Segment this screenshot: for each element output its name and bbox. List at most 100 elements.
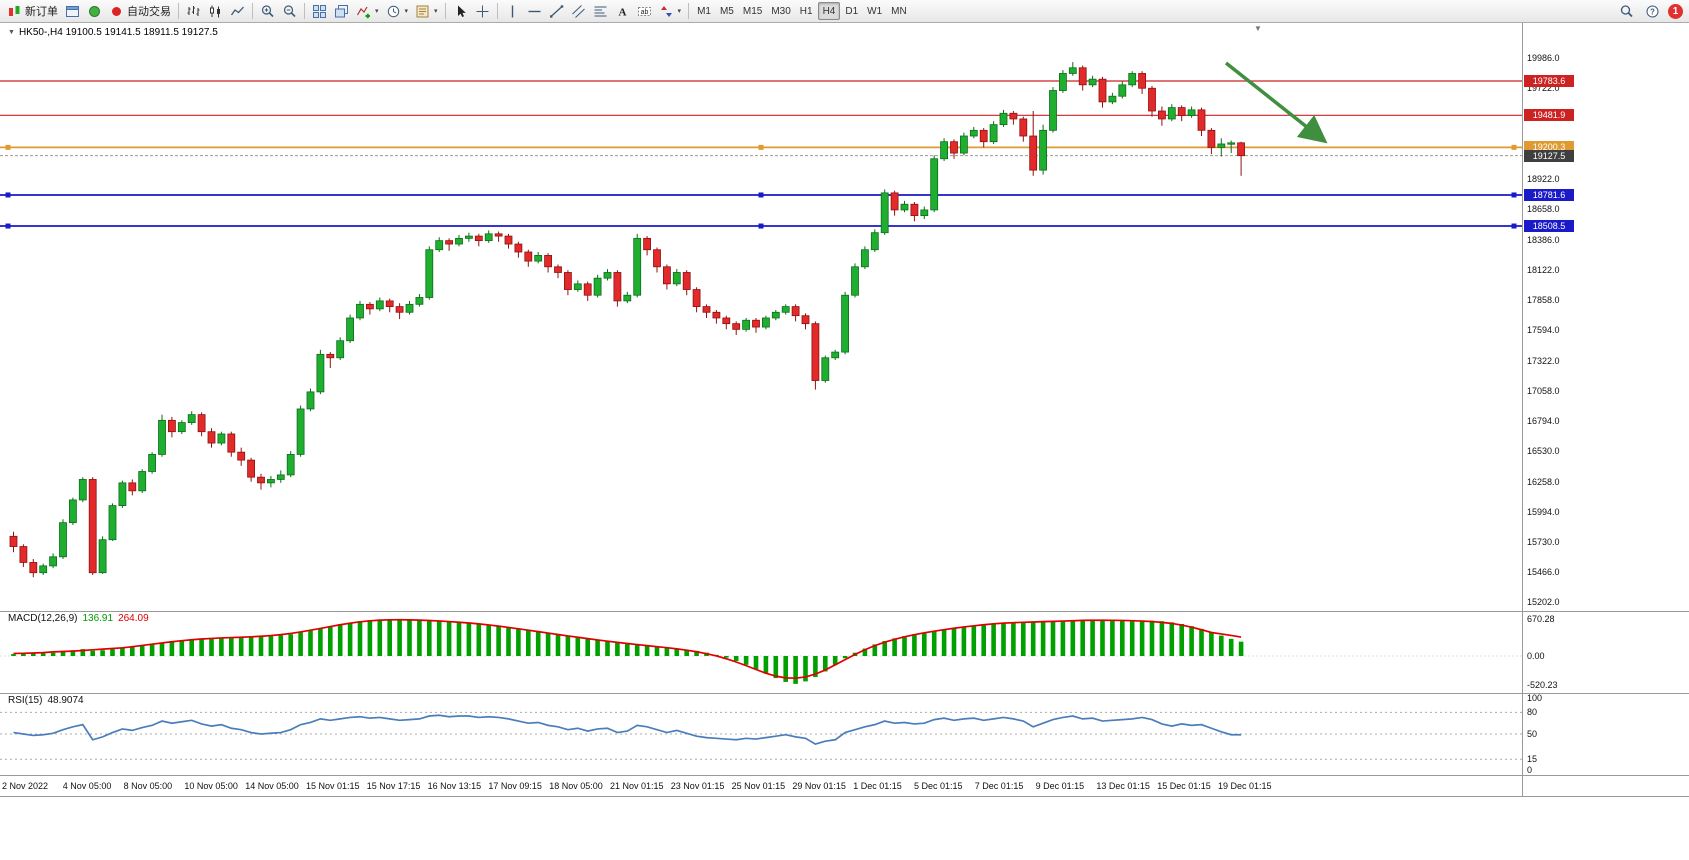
cascade-windows-icon [335,4,348,17]
panel-divider[interactable] [0,693,1689,694]
price-axis-label: 15730.0 [1527,536,1560,547]
toolbar: 新订单 自动交易 [0,0,1689,23]
price-line-badge: 19783.6 [1524,75,1574,88]
timeframe-h1-button[interactable]: H1 [796,2,817,20]
macd-panel-canvas[interactable] [0,612,1522,693]
line-chart-button[interactable] [227,1,248,21]
price-axis-label: 18386.0 [1527,234,1560,245]
toolbar-separator [444,3,446,19]
price-line-badge: 18781.6 [1524,188,1574,201]
toolbar-separator [252,3,253,19]
toolbar-separator [178,3,179,19]
price-axis-label: 16794.0 [1527,415,1560,426]
bar-chart-button[interactable] [183,1,204,21]
channel-button[interactable] [568,1,589,21]
timeframe-mn-button[interactable]: MN [887,2,911,20]
cursor-button[interactable] [450,1,471,21]
cascade-windows-button[interactable] [331,1,352,21]
text-icon: A [618,6,626,18]
text-button[interactable]: A [612,1,633,21]
macd-axis-label: -520.23 [1527,679,1558,690]
timeframe-m15-button[interactable]: M15 [739,2,766,20]
candlestick-chart-button[interactable] [205,1,226,21]
timeframe-d1-button[interactable]: D1 [841,2,862,20]
help-icon: ? [1646,5,1659,17]
horizontal-line-button[interactable] [524,1,545,21]
rsi-axis-label: 50 [1527,729,1538,739]
time-axis-label: 15 Nov 01:15 [306,781,360,791]
time-axis-label: 21 Nov 01:15 [610,781,664,791]
zoom-out-icon [283,4,296,17]
arrows-button[interactable]: ▾ [656,1,685,21]
time-axis-label: 9 Dec 01:15 [1035,781,1085,791]
price-axis-label: 15202.0 [1527,597,1560,608]
timeframe-h4-button[interactable]: H4 [817,2,841,20]
chevron-down-icon: ▾ [677,8,682,15]
toolbar-right-group: ? 1 [1616,1,1685,21]
indicators-button[interactable]: ▾ [353,1,382,21]
bar-chart-icon [187,5,200,16]
new-order-icon [9,5,20,16]
panel-divider[interactable] [0,775,1689,776]
rsi-axis-label: 80 [1527,707,1538,718]
time-axis-label: 7 Dec 01:15 [974,781,1024,791]
time-axis-label: 29 Nov 01:15 [792,781,846,791]
search-button[interactable] [1616,1,1637,21]
price-axis-label: 18122.0 [1527,264,1560,275]
price-line-badge: 18508.5 [1524,220,1574,233]
price-line-badge: 19481.9 [1524,109,1574,122]
indicators-icon [356,6,370,18]
notification-badge[interactable]: 1 [1668,3,1683,19]
autotrade-button[interactable]: 自动交易 [106,1,174,21]
timeframe-m5-button[interactable]: M5 [716,2,738,20]
current-price-badge: 19127.5 [1524,149,1574,162]
candlestick-chart-icon [210,5,220,17]
rsi-value: 48.9074 [47,695,84,706]
macd-axis-label: 670.28 [1527,614,1555,624]
crosshair-button[interactable] [472,1,493,21]
new-order-label: 新订单 [25,6,58,18]
time-axis-label: 14 Nov 05:00 [245,781,299,791]
rsi-panel-canvas[interactable] [0,694,1522,774]
time-axis-label: 18 Nov 05:00 [549,781,603,791]
periods-button[interactable]: ▾ [383,1,412,21]
chart-collapse-icon[interactable]: ▼ [8,29,15,36]
toolbar-separator [304,3,305,19]
timeframe-m1-button[interactable]: M1 [693,2,715,20]
templates-button[interactable]: ▾ [412,1,441,21]
price-axis-label: 19986.0 [1527,53,1560,63]
chevron-down-icon: ▾ [434,8,438,15]
trendline-button[interactable] [546,1,567,21]
text-label-icon: ab [637,6,651,16]
templates-icon [416,5,429,17]
rsi-name: RSI(15) [8,695,43,706]
zoom-in-button[interactable] [257,1,278,21]
fibonacci-button[interactable] [590,1,611,21]
main-chart-canvas[interactable] [0,23,1522,611]
rsi-axis-label: 15 [1527,754,1538,765]
svg-text:A: A [618,6,626,18]
chart-shift-marker[interactable]: ▼ [1254,24,1262,33]
timeframe-w1-button[interactable]: W1 [863,2,886,20]
text-label-button[interactable]: ab [634,1,655,21]
time-axis-label: 10 Nov 05:00 [184,781,238,791]
rsi-label: RSI(15) 48.9074 [8,695,84,706]
timeframe-m30-button[interactable]: M30 [767,2,794,20]
zoom-out-button[interactable] [279,1,300,21]
help-button[interactable]: ? [1642,1,1663,21]
channel-icon [571,4,585,18]
market-watch-button[interactable] [84,1,105,21]
chart-symbol-ohlc-text: HK50-,H4 19100.5 19141.5 18911.5 19127.5 [18,27,218,38]
new-order-button[interactable]: 新订单 [4,1,61,21]
svg-text:?: ? [1650,7,1655,16]
price-axis-label: 19722.0 [1527,83,1560,94]
panel-divider[interactable] [0,611,1689,612]
tile-windows-icon [313,4,326,18]
autotrade-label: 自动交易 [127,6,171,18]
tile-windows-button[interactable] [309,1,330,21]
rsi-axis-label: 0 [1527,765,1533,775]
vertical-line-button[interactable] [502,1,523,21]
price-axis-label: 17322.0 [1527,355,1560,366]
charts-window-button[interactable] [62,1,83,21]
